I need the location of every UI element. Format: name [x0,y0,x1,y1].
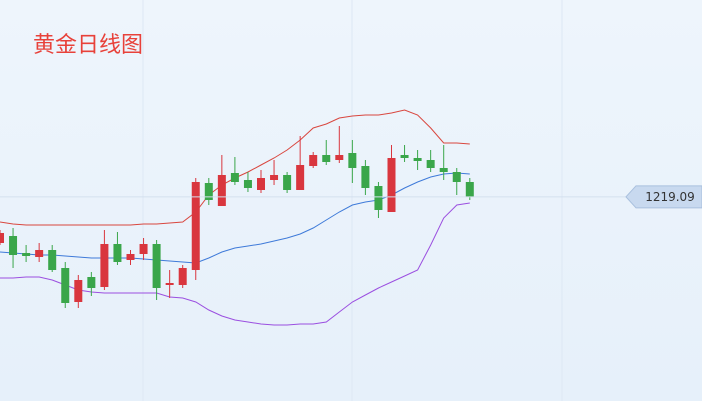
candle-body [191,182,200,270]
candle-body [217,175,226,206]
candle-body [87,277,96,288]
candle-body [361,166,370,188]
candle-body [374,186,383,210]
candle-body [0,233,4,243]
candle-body [283,175,292,190]
price-tag [625,185,702,209]
candle-body [452,172,461,182]
candle-body [113,244,122,262]
candle-body [400,155,409,158]
candle-body [465,182,474,197]
candle-body [270,175,279,180]
candle-body [426,160,435,168]
candle-body [139,244,148,254]
candle-body [296,165,305,190]
candle-body [257,178,265,190]
candle-body [322,155,331,162]
chart-title: 黄金日线图 [33,33,143,58]
candle-body [387,158,396,212]
candle-body [230,173,239,182]
candle-body [100,244,109,287]
candle-body [348,153,357,168]
candle-body [35,250,44,257]
candle-body [126,254,135,260]
candle-body [439,168,448,172]
candle-body [309,155,318,166]
candle-body [9,236,18,255]
candle-body [74,280,83,302]
candle-body [178,268,187,285]
candle-body [152,244,161,288]
candle-body [204,183,213,200]
candle-body [22,253,31,256]
candle-body [413,158,422,161]
price-label: 1219.09 [645,190,695,204]
candle-body [335,155,344,160]
candle-body [243,180,252,188]
candle-body [48,250,57,270]
candle-body [61,268,70,303]
candle-body [165,283,174,285]
